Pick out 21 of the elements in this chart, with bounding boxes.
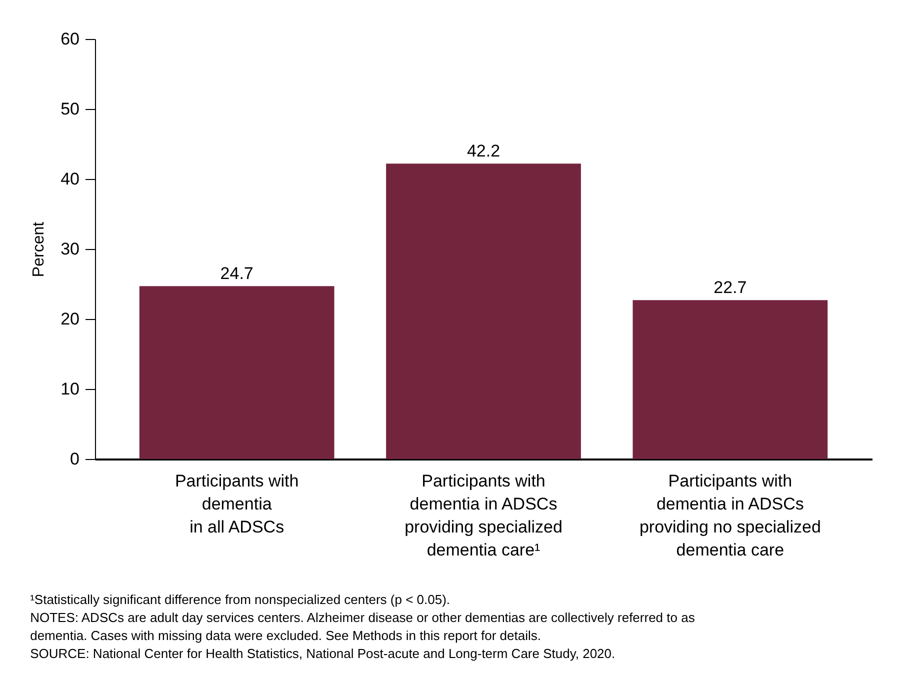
data-label: 42.2 [466,142,500,161]
x-tick-label: Participants with dementia in all ADSCs [174,472,299,536]
bar [139,286,334,459]
y-tick-label: 30 [60,240,80,258]
source-note: SOURCE: National Center for Health Statistics, National Post-acute and Long-term Care Study, 2020. [30,646,616,661]
text: dementia. Cases with missing data were excluded. See Methods in this report for details. [30,628,541,643]
y-tick-label: 0 [70,450,80,468]
y-tick-label: 50 [60,100,80,118]
y-tick-label: 20 [60,310,80,328]
y-tick-label: 40 [60,170,80,188]
y-tick-label: 60 [60,30,80,48]
y-tick-label: 10 [60,380,80,398]
x-tick-label: Participants with dementia in ADSCs providing specialized dementia care¹ [404,472,562,560]
y-axis-title: Percent [30,221,48,278]
text: ¹Statistically significant difference from nonspecialized centers (p < 0.05). [30,592,450,607]
bar [386,164,581,459]
data-label: 22.7 [714,278,747,298]
data-label: 24.7 [220,264,254,284]
text: NOTES: ADSCs are adult day services centers. Alzheimer disease or other dementias are collectively referred to as [30,610,696,625]
bar [632,300,828,459]
x-tick-label: Participants with dementia in ADSCs providing no specialized dementia care [639,472,821,560]
